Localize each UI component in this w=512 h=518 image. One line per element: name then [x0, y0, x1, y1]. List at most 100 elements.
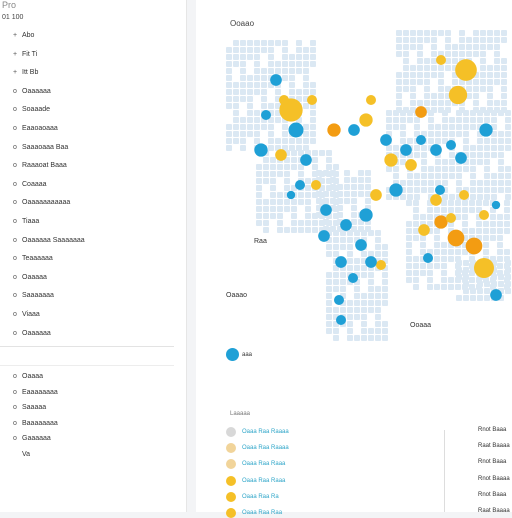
map-marker[interactable]: [405, 159, 417, 171]
land-tile: [498, 274, 504, 280]
sidebar-item[interactable]: o Eaaaaaaaa: [12, 389, 58, 396]
map-marker[interactable]: [359, 113, 373, 127]
legend-row[interactable]: Oaaa Raa Raaa: [226, 475, 285, 486]
map-marker[interactable]: [359, 208, 373, 222]
map-marker[interactable]: [447, 229, 465, 247]
map-marker[interactable]: [300, 154, 312, 166]
map-marker[interactable]: [434, 215, 448, 229]
sidebar-item[interactable]: + Itt Bb: [12, 69, 38, 76]
map-marker[interactable]: [370, 189, 382, 201]
map-marker[interactable]: [270, 74, 282, 86]
map-marker[interactable]: [465, 237, 483, 255]
sidebar-item[interactable]: Va: [12, 451, 30, 458]
map-marker[interactable]: [430, 144, 442, 156]
map-marker[interactable]: [479, 123, 493, 137]
land-tile: [361, 307, 367, 313]
map-marker[interactable]: [295, 180, 305, 190]
map-marker[interactable]: [279, 95, 289, 105]
legend-row[interactable]: Oaaa Raa Raaaa: [226, 427, 289, 437]
map-marker[interactable]: [311, 180, 321, 190]
map-marker[interactable]: [459, 190, 469, 200]
map-marker[interactable]: [366, 95, 376, 105]
map-marker[interactable]: [365, 256, 377, 268]
sidebar-item[interactable]: o Saaaoaaa Baa: [12, 144, 68, 151]
land-tile: [501, 58, 507, 64]
sidebar-item[interactable]: o Raaaoat Baaa: [12, 162, 67, 169]
map-marker[interactable]: [376, 260, 386, 270]
map-marker[interactable]: [318, 230, 330, 242]
sidebar-item[interactable]: o Eaaoaoaaa: [12, 125, 58, 132]
map-marker[interactable]: [416, 135, 426, 145]
legend-row[interactable]: Oaaa Raa Raaaa: [226, 443, 289, 454]
map-marker[interactable]: [418, 224, 430, 236]
sidebar-item[interactable]: o Saaaaa: [12, 404, 46, 411]
sidebar-item[interactable]: o Oaaaaa: [12, 274, 47, 281]
sidebar-item[interactable]: o Oaaaaaaaaaaa: [12, 199, 70, 206]
map-marker[interactable]: [446, 213, 456, 223]
map-marker[interactable]: [491, 200, 501, 210]
sidebar-item[interactable]: o Coaaaa: [12, 181, 46, 188]
map-marker[interactable]: [254, 143, 268, 157]
map-marker[interactable]: [490, 289, 502, 301]
map-marker[interactable]: [455, 152, 467, 164]
land-tile: [326, 307, 332, 313]
map-marker[interactable]: [348, 124, 360, 136]
land-tile: [347, 230, 353, 236]
sidebar-item-label: Fit Ti: [22, 50, 38, 58]
map-marker[interactable]: [423, 253, 433, 263]
land-tile: [427, 270, 433, 276]
legend-row[interactable]: Oaaa Raa Raa: [226, 508, 282, 518]
sidebar-item[interactable]: o Viaaa: [12, 311, 40, 318]
map-marker[interactable]: [479, 210, 489, 220]
map-marker[interactable]: [335, 256, 347, 268]
land-tile: [455, 214, 461, 220]
sidebar-item[interactable]: o Baaaaaaaa: [12, 420, 58, 427]
map-marker[interactable]: [327, 123, 341, 137]
sidebar-item[interactable]: o Oaaaaaa Saaaaaaa: [12, 237, 85, 244]
land-tile: [382, 293, 388, 299]
map-marker[interactable]: [448, 85, 468, 105]
land-tile: [268, 124, 274, 130]
sidebar-item[interactable]: o Oaaaa: [12, 373, 43, 380]
sidebar-item[interactable]: o Oaaaaaa: [12, 330, 51, 337]
map-marker[interactable]: [380, 134, 392, 146]
map-marker[interactable]: [340, 219, 352, 231]
map-marker[interactable]: [400, 144, 412, 156]
right-column-value: Rnot Baaaa: [478, 475, 510, 482]
sidebar-item[interactable]: o Tiaaa: [12, 218, 39, 225]
world-map[interactable]: [196, 0, 512, 400]
land-tile: [233, 40, 239, 46]
land-tile: [298, 192, 304, 198]
sidebar-item[interactable]: o Saaaaaaa: [12, 292, 54, 299]
sidebar-item[interactable]: o Oaaaaaa: [12, 88, 51, 95]
map-marker[interactable]: [286, 190, 296, 200]
map-marker[interactable]: [261, 110, 271, 120]
map-marker[interactable]: [307, 95, 317, 105]
map-marker[interactable]: [430, 194, 442, 206]
sidebar-item[interactable]: o Soaaade: [12, 106, 50, 113]
map-marker[interactable]: [348, 273, 358, 283]
sidebar-item[interactable]: o Gaaaaaa: [12, 435, 51, 442]
map-marker[interactable]: [334, 295, 344, 305]
map-marker[interactable]: [415, 106, 427, 118]
map-marker[interactable]: [435, 185, 445, 195]
sidebar-item[interactable]: + Fit Ti: [12, 51, 37, 58]
map-marker[interactable]: [320, 204, 332, 216]
land-tile: [434, 263, 440, 269]
legend-row[interactable]: Oaaa Raa Raaa: [226, 459, 285, 470]
map-marker[interactable]: [355, 239, 367, 251]
legend-row[interactable]: Oaaa Raa Ra: [226, 491, 279, 502]
map-marker[interactable]: [436, 55, 446, 65]
map-marker[interactable]: [275, 149, 287, 161]
map-marker[interactable]: [389, 183, 403, 197]
sidebar-item[interactable]: + Abo: [12, 32, 35, 39]
map-marker[interactable]: [446, 140, 456, 150]
map-marker[interactable]: [474, 258, 494, 278]
sidebar-item[interactable]: o Teaaaaaa: [12, 255, 53, 262]
map-marker[interactable]: [336, 315, 346, 325]
land-tile: [254, 138, 260, 144]
map-marker[interactable]: [384, 153, 398, 167]
map-marker[interactable]: [455, 59, 477, 81]
land-tile: [256, 171, 262, 177]
map-marker[interactable]: [288, 122, 304, 138]
